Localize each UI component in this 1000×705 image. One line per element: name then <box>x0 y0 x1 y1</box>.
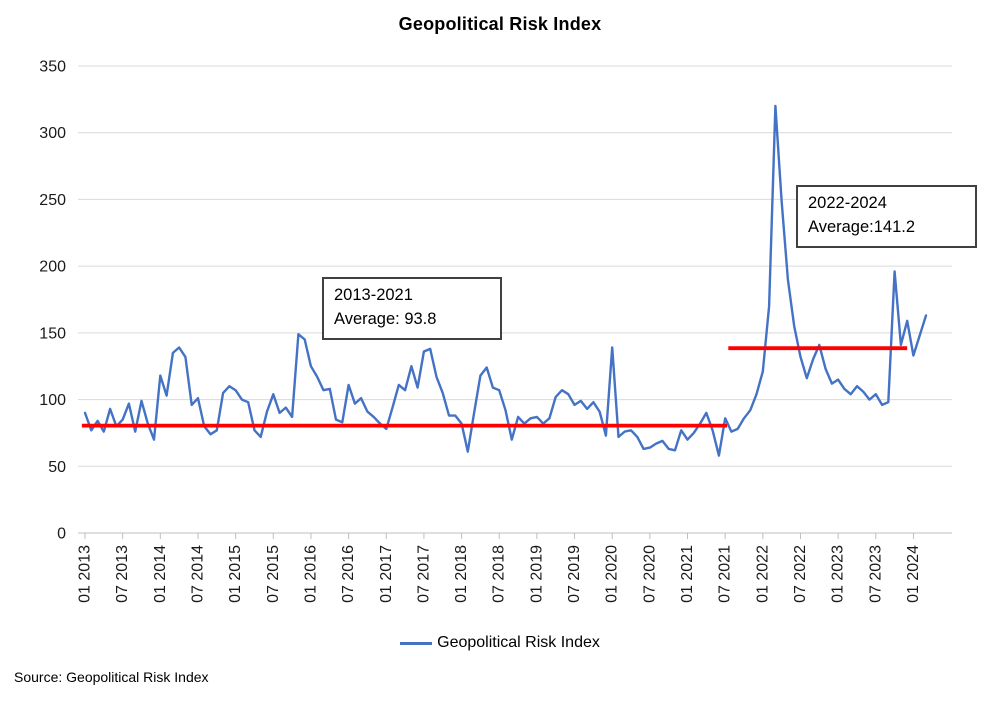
x-tick-label: 01 2023 <box>830 545 847 603</box>
y-tick-label: 150 <box>39 325 66 342</box>
x-tick-label: 01 2014 <box>152 545 169 603</box>
x-tick-label: 01 2022 <box>754 545 771 603</box>
x-tick-label: 07 2016 <box>340 545 357 603</box>
x-tick-label: 07 2021 <box>717 545 734 603</box>
x-tick-label: 07 2020 <box>641 545 658 603</box>
x-tick-label: 07 2015 <box>265 545 282 603</box>
y-tick-label: 100 <box>39 392 66 409</box>
x-tick-label: 07 2017 <box>415 545 432 603</box>
x-tick-label: 01 2015 <box>227 545 244 603</box>
legend: Geopolitical Risk Index <box>0 634 1000 652</box>
x-tick-label: 07 2023 <box>867 545 884 603</box>
x-tick-label: 07 2013 <box>114 545 131 603</box>
y-tick-label: 300 <box>39 125 66 142</box>
y-tick-label: 50 <box>48 459 66 476</box>
y-tick-label: 0 <box>57 526 66 543</box>
y-tick-label: 200 <box>39 259 66 276</box>
x-tick-label: 07 2018 <box>491 545 508 603</box>
x-tick-label: 01 2018 <box>453 545 470 603</box>
source-text: Source: Geopolitical Risk Index <box>14 669 209 685</box>
annotation-average-value: Average:141.2 <box>808 217 916 236</box>
annotation-average-value: Average: 93.8 <box>334 309 437 328</box>
annotation-box-2022-2024: 2022-2024 Average:141.2 <box>796 185 977 248</box>
legend-line-swatch <box>400 641 433 645</box>
gpr-series-line <box>83 104 928 457</box>
x-tick-label: 01 2013 <box>77 545 94 603</box>
annotation-box-2013-2021: 2013-2021 Average: 93.8 <box>322 277 502 340</box>
y-tick-label: 350 <box>39 59 66 76</box>
x-tick-label: 07 2014 <box>189 545 206 603</box>
x-tick-label: 01 2024 <box>905 545 922 603</box>
legend-label: Geopolitical Risk Index <box>437 634 600 651</box>
x-tick-label: 01 2016 <box>302 545 319 603</box>
annotation-period-label: 2022-2024 <box>808 194 887 212</box>
x-tick-label: 01 2020 <box>604 545 621 603</box>
x-tick-label: 01 2017 <box>378 545 395 603</box>
y-tick-label: 250 <box>39 192 66 209</box>
chart-title: Geopolitical Risk Index <box>398 14 602 34</box>
x-tick-label: 07 2019 <box>566 545 583 603</box>
x-tick-label: 01 2019 <box>528 545 545 603</box>
x-tick-label: 07 2022 <box>792 545 809 603</box>
x-tick-label: 01 2021 <box>679 545 696 603</box>
annotation-period-label: 2013-2021 <box>334 286 413 304</box>
